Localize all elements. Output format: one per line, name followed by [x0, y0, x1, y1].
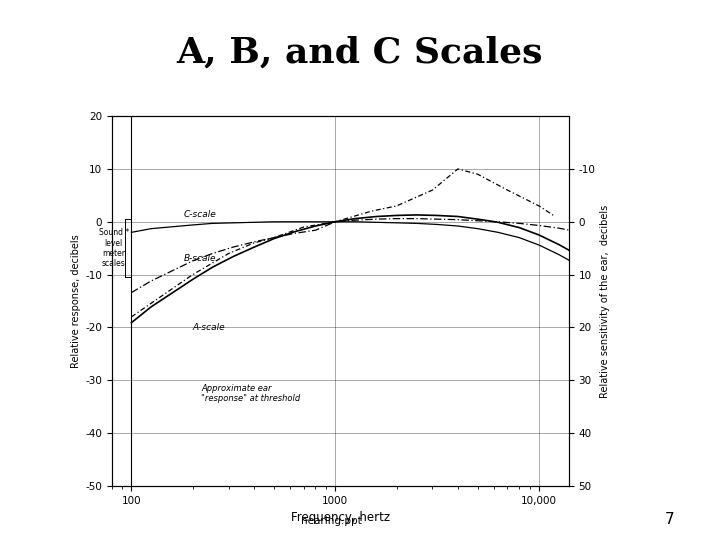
Text: Sound *
level
meter
scales: Sound * level meter scales [99, 228, 129, 268]
Text: hearing.ppt: hearing.ppt [301, 516, 361, 526]
Y-axis label: Relative sensitivity of the ear,  decibels: Relative sensitivity of the ear, decibel… [600, 205, 610, 397]
Text: A, B, and C Scales: A, B, and C Scales [176, 35, 544, 69]
Text: 7: 7 [665, 511, 675, 526]
Text: C-scale: C-scale [184, 210, 216, 219]
Text: A-scale: A-scale [193, 323, 225, 332]
Text: B-scale: B-scale [184, 254, 216, 264]
Y-axis label: Relative response, decibels: Relative response, decibels [71, 234, 81, 368]
Text: Approximate ear
"response" at threshold: Approximate ear "response" at threshold [201, 384, 300, 403]
X-axis label: Frequency, hertz: Frequency, hertz [291, 511, 390, 524]
